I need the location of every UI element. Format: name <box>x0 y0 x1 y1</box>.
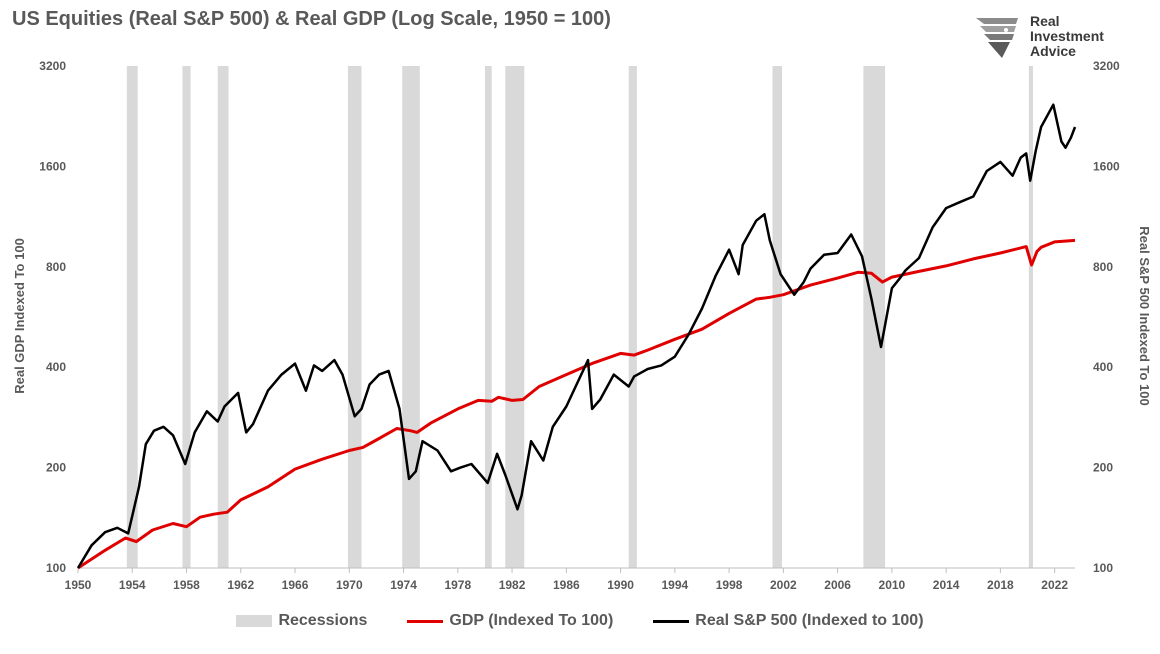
recession-band-0 <box>126 66 138 568</box>
x-tick-2006: 2006 <box>824 578 851 592</box>
y-axis-left: 100 200 400 800 1600 3200 <box>39 59 66 575</box>
chart-title: US Equities (Real S&P 500) & Real GDP (L… <box>12 8 611 30</box>
recession-band-10 <box>1028 66 1033 568</box>
x-tick-1954: 1954 <box>119 578 146 592</box>
x-tick-2010: 2010 <box>879 578 906 592</box>
brand-logo: Real Investment Advice <box>972 12 1132 62</box>
y-tick-left-100: 100 <box>46 561 66 575</box>
y-tick-right-400: 400 <box>1093 360 1113 374</box>
legend-swatch-sp500 <box>653 619 690 623</box>
x-tick-1978: 1978 <box>444 578 471 592</box>
x-tick-1990: 1990 <box>607 578 634 592</box>
x-tick-1966: 1966 <box>282 578 309 592</box>
x-tick-1994: 1994 <box>661 578 688 592</box>
x-tick-1970: 1970 <box>336 578 363 592</box>
legend: Recessions GDP (Indexed To 100) Real S&P… <box>0 612 1160 630</box>
recession-band-1 <box>182 66 191 568</box>
y-tick-left-400: 400 <box>46 360 66 374</box>
x-tick-1950: 1950 <box>65 578 92 592</box>
x-tick-2002: 2002 <box>770 578 797 592</box>
x-tick-2022: 2022 <box>1041 578 1068 592</box>
recession-band-7 <box>628 66 637 568</box>
x-tick-1986: 1986 <box>553 578 580 592</box>
x-tick-1998: 1998 <box>716 578 743 592</box>
legend-item-sp500: Real S&P 500 (Indexed to 100) <box>653 612 924 630</box>
y-tick-left-200: 200 <box>46 461 66 475</box>
recession-band-5 <box>484 66 492 568</box>
logo-text-line2: Investment <box>1030 28 1104 44</box>
y-tick-right-200: 200 <box>1093 461 1113 475</box>
y-axis-right-title: Real S&P 500 Indexed To 100 <box>1137 226 1152 405</box>
sp500-line <box>76 103 1077 569</box>
x-axis: 1950 1954 1958 1962 1966 1970 1974 1978 1982 1986… <box>65 567 1075 592</box>
x-tick-1974: 1974 <box>390 578 417 592</box>
y-tick-left-800: 800 <box>46 260 66 274</box>
x-tick-1958: 1958 <box>173 578 200 592</box>
y-tick-left-3200: 3200 <box>39 59 66 73</box>
recession-band-4 <box>402 66 420 568</box>
y-tick-right-100: 100 <box>1093 561 1113 575</box>
legend-item-gdp: GDP (Indexed To 100) <box>407 612 613 630</box>
x-tick-1962: 1962 <box>227 578 254 592</box>
y-axis-left-title: Real GDP Indexed To 100 <box>12 238 27 394</box>
y-tick-right-800: 800 <box>1093 260 1113 274</box>
y-axis-right: 100 200 400 800 1600 3200 <box>1093 59 1120 575</box>
logo-text-line1: Real <box>1030 13 1060 29</box>
recession-band-2 <box>217 66 229 568</box>
recession-band-6 <box>505 66 525 568</box>
legend-label-gdp: GDP (Indexed To 100) <box>449 612 614 629</box>
y-tick-right-1600: 1600 <box>1093 159 1120 173</box>
legend-swatch-gdp <box>407 619 444 623</box>
recession-band-8 <box>772 66 783 568</box>
recession-bands <box>126 66 1033 568</box>
x-tick-2014: 2014 <box>933 578 960 592</box>
gdp-line <box>77 238 1076 570</box>
series-lines <box>76 103 1077 570</box>
x-tick-1982: 1982 <box>499 578 526 592</box>
y-tick-right-3200: 3200 <box>1093 59 1120 73</box>
legend-item-recessions: Recessions <box>236 612 367 630</box>
x-tick-2018: 2018 <box>987 578 1014 592</box>
y-tick-left-1600: 1600 <box>39 159 66 173</box>
logo-text-line3: Advice <box>1030 43 1076 59</box>
eagle-logo-icon <box>976 18 1018 58</box>
recession-band-3 <box>347 66 362 568</box>
legend-label-recessions: Recessions <box>278 612 368 629</box>
legend-label-sp500: Real S&P 500 (Indexed to 100) <box>695 612 924 629</box>
legend-swatch-recessions <box>236 615 273 627</box>
